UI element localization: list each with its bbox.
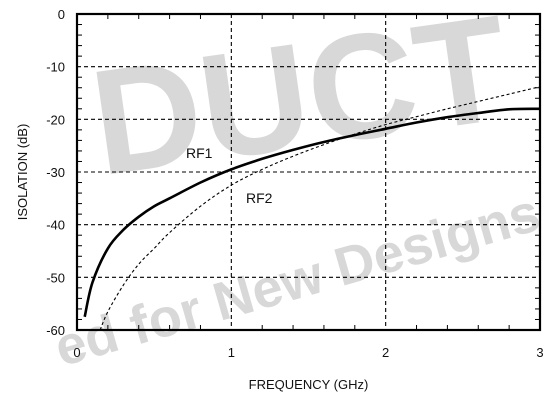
series-label-rf1: RF1 <box>186 145 213 161</box>
y-tick-label: -40 <box>46 218 65 233</box>
y-tick-label: -60 <box>46 323 65 338</box>
series-label-rf2: RF2 <box>246 190 273 206</box>
x-tick-label: 3 <box>536 345 543 360</box>
tick-marks <box>77 14 540 330</box>
plot-frame <box>75 12 542 332</box>
watermark-text-large: DUCT <box>82 0 518 207</box>
x-tick-label: 2 <box>382 345 389 360</box>
series-line-rf2 <box>99 86 541 331</box>
x-axis-title: FREQUENCY (GHz) <box>249 377 369 392</box>
watermark-text-small: ed for New Designs <box>48 182 546 378</box>
y-tick-label: 0 <box>58 7 65 22</box>
y-tick-label: -30 <box>46 165 65 180</box>
y-axis-title: ISOLATION (dB) <box>15 124 30 221</box>
x-tick-label: 1 <box>228 345 235 360</box>
y-tick-label: -50 <box>46 270 65 285</box>
x-tick-label: 0 <box>73 345 80 360</box>
grid-lines <box>77 14 540 330</box>
y-tick-label: -20 <box>46 112 65 127</box>
series-lines <box>83 86 541 331</box>
tick-labels: 0 1 2 3 0 -10 -20 -30 -40 -50 -60 <box>46 7 543 360</box>
y-tick-label: -10 <box>46 60 65 75</box>
series-line-rf1 <box>83 107 541 318</box>
